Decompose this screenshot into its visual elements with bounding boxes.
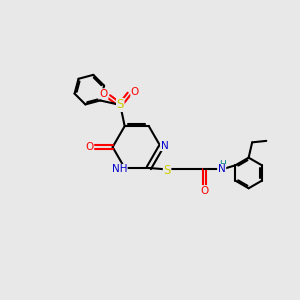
Text: O: O: [85, 142, 93, 152]
Text: O: O: [131, 87, 139, 97]
Text: N: N: [218, 164, 225, 174]
Text: O: O: [100, 89, 108, 99]
Text: NH: NH: [112, 164, 127, 174]
Text: H: H: [219, 160, 226, 169]
Text: S: S: [117, 98, 124, 111]
Text: N: N: [160, 141, 168, 151]
Text: O: O: [200, 186, 208, 196]
Text: S: S: [164, 164, 171, 177]
